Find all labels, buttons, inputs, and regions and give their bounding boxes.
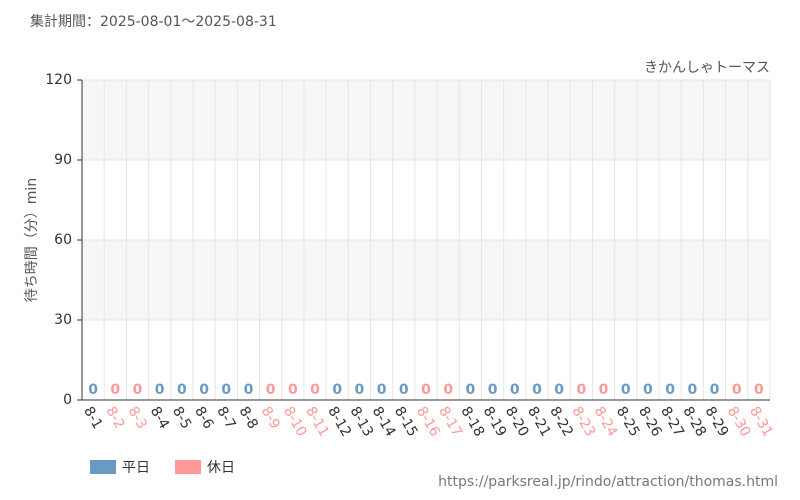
x-tick-label: 8-4 xyxy=(147,404,172,432)
y-tick-label: 30 xyxy=(54,312,72,328)
value-label: 0 xyxy=(643,382,653,398)
value-label: 0 xyxy=(288,382,298,398)
value-label: 0 xyxy=(754,382,764,398)
value-label: 0 xyxy=(554,382,564,398)
value-label: 0 xyxy=(310,382,320,398)
value-label: 0 xyxy=(133,382,143,398)
legend-swatch xyxy=(175,460,201,474)
x-tick-label: 8-5 xyxy=(169,404,194,432)
x-tick-label: 8-1 xyxy=(80,404,105,432)
x-tick-label: 8-9 xyxy=(258,404,283,432)
value-label: 0 xyxy=(443,382,453,398)
value-label: 0 xyxy=(710,382,720,398)
value-label: 0 xyxy=(244,382,254,398)
value-label: 0 xyxy=(177,382,187,398)
y-tick-label: 90 xyxy=(54,152,72,168)
value-label: 0 xyxy=(110,382,120,398)
value-label: 0 xyxy=(399,382,409,398)
y-tick-label: 60 xyxy=(54,232,72,248)
chart-title: 集計期間：2025-08-01〜2025-08-31 xyxy=(30,13,277,30)
value-label: 0 xyxy=(221,382,231,398)
value-label: 0 xyxy=(88,382,98,398)
value-label: 0 xyxy=(621,382,631,398)
value-label: 0 xyxy=(665,382,675,398)
source-url: https://parksreal.jp/rindo/attraction/th… xyxy=(438,474,778,490)
x-tick-label: 8-7 xyxy=(213,404,238,432)
y-tick-label: 120 xyxy=(45,72,72,88)
value-label: 0 xyxy=(266,382,276,398)
value-label: 0 xyxy=(732,382,742,398)
legend-swatch xyxy=(90,460,116,474)
y-axis-label: 待ち時間（分）min xyxy=(24,178,40,302)
value-label: 0 xyxy=(155,382,165,398)
chart-subtitle: きかんしゃトーマス xyxy=(644,60,770,76)
value-label: 0 xyxy=(377,382,387,398)
value-label: 0 xyxy=(332,382,342,398)
legend-label: 休日 xyxy=(207,460,235,476)
y-tick-label: 0 xyxy=(63,392,72,408)
value-label: 0 xyxy=(510,382,520,398)
value-label: 0 xyxy=(199,382,209,398)
value-label: 0 xyxy=(687,382,697,398)
legend-label: 平日 xyxy=(122,460,150,476)
x-tick-label: 8-31 xyxy=(746,404,776,440)
x-tick-label: 8-8 xyxy=(236,404,261,432)
value-label: 0 xyxy=(532,382,542,398)
value-label: 0 xyxy=(355,382,365,398)
value-label: 0 xyxy=(599,382,609,398)
x-tick-label: 8-3 xyxy=(125,404,150,432)
plot-band xyxy=(82,240,770,320)
x-tick-label: 8-6 xyxy=(191,404,216,432)
value-label: 0 xyxy=(488,382,498,398)
plot-band xyxy=(82,80,770,160)
x-tick-label: 8-2 xyxy=(102,404,127,432)
value-label: 0 xyxy=(466,382,476,398)
value-label: 0 xyxy=(421,382,431,398)
value-label: 0 xyxy=(576,382,586,398)
